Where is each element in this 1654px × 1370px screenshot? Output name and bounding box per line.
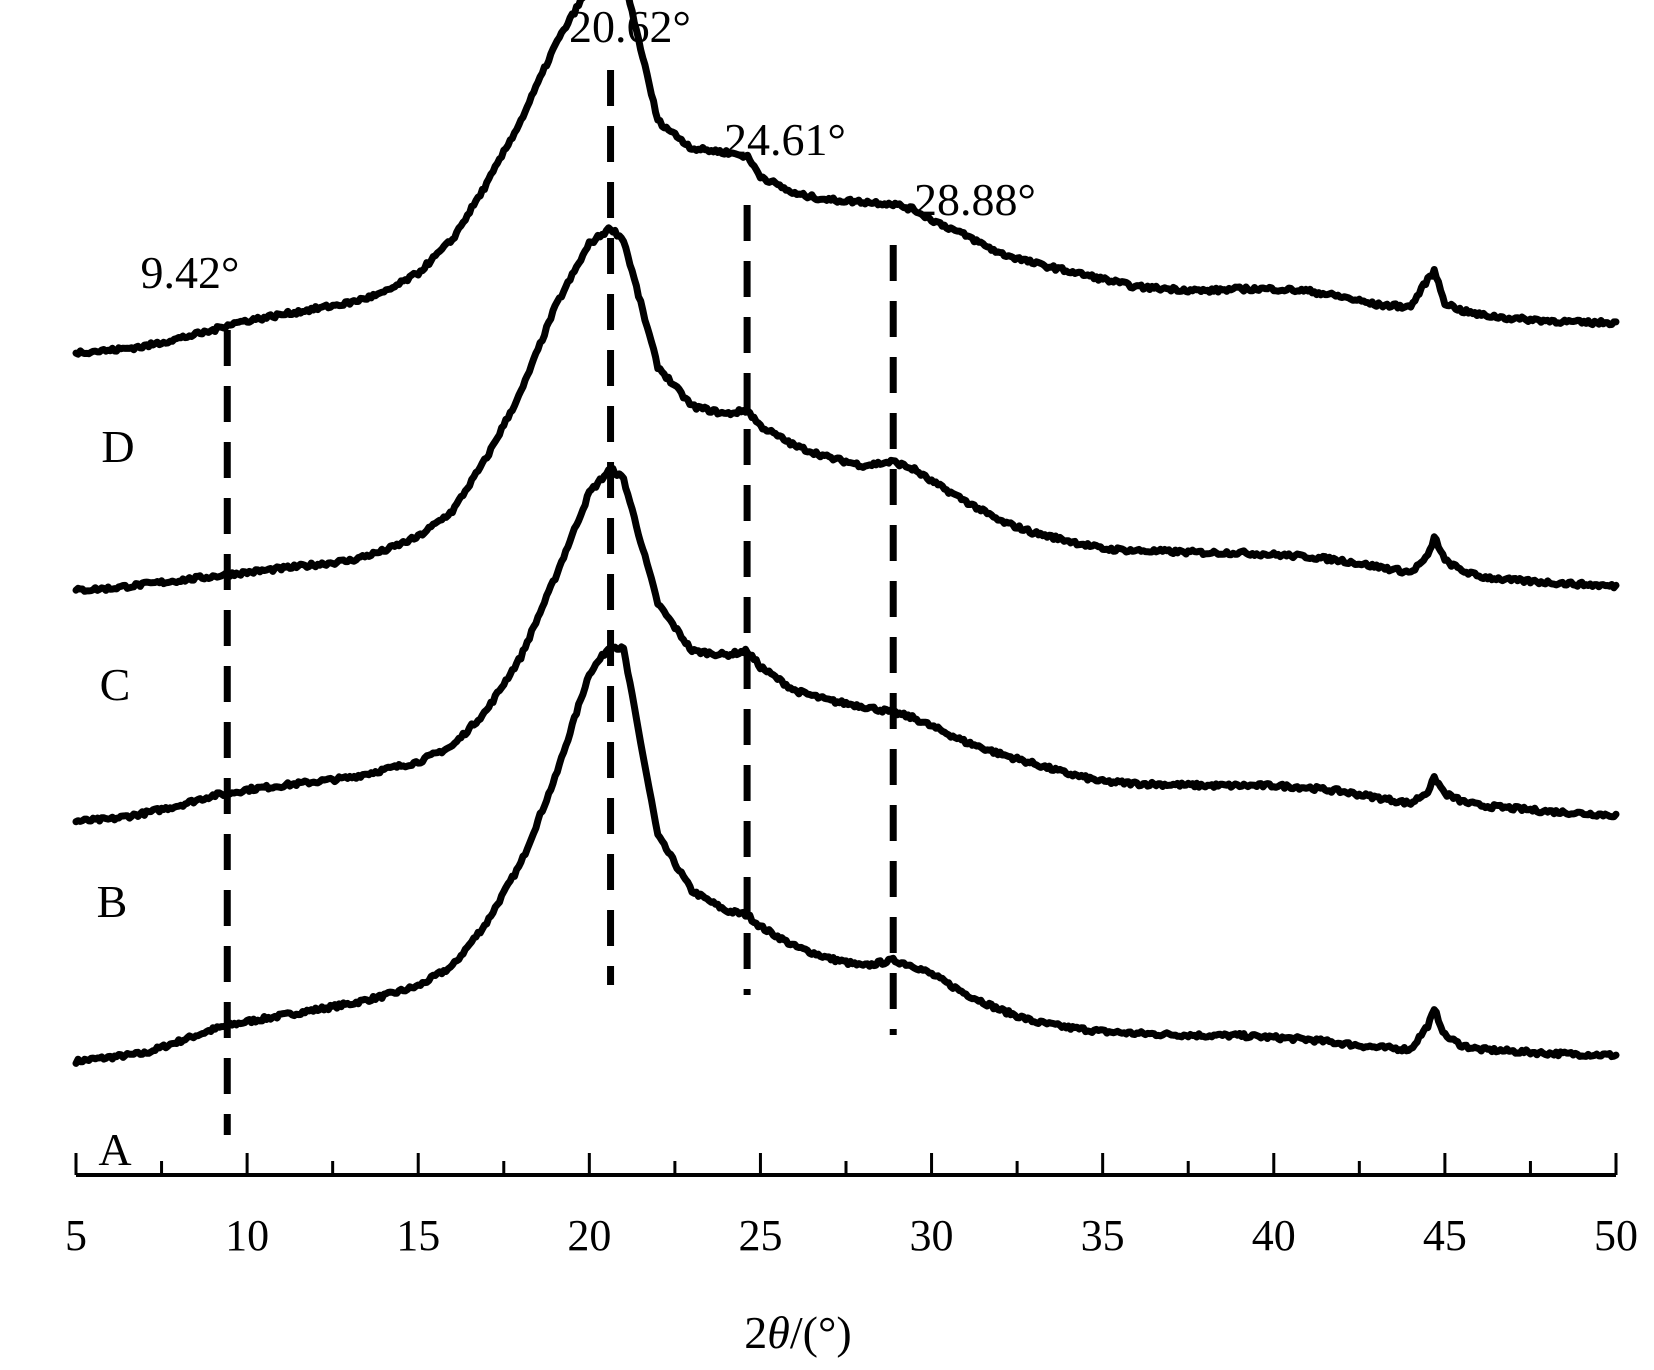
x-tick-label: 10 [225,1211,269,1260]
x-tick-label: 5 [65,1211,87,1260]
series-curves [72,0,1620,1067]
peak-label-1: 20.62° [569,1,691,52]
x-tick-label: 35 [1081,1211,1125,1260]
x-tick-label: 15 [396,1211,440,1260]
series-B-line [72,464,1620,826]
x-tick-label: 45 [1423,1211,1467,1260]
x-tick-label: 50 [1594,1211,1638,1260]
series-label-B: B [97,876,128,927]
x-axis-title-main: 2 [744,1307,767,1358]
series-label-A: A [98,1124,131,1175]
x-axis-title-unit: /(°) [790,1307,852,1358]
x-axis-title-theta: θ [767,1307,790,1358]
reference-lines [223,70,897,1135]
x-tick-label: 20 [567,1211,611,1260]
x-tick-label: 40 [1252,1211,1296,1260]
x-axis-title: 2θ/(°) [744,1307,851,1358]
peak-label-3: 28.88° [914,174,1036,225]
series-D-line [72,0,1620,358]
peak-label-0: 9.42° [141,247,240,298]
series-label-D: D [101,421,134,472]
series-label-C: C [100,659,131,710]
x-axis: 5 10 15 20 25 30 35 40 45 50 [65,1153,1638,1260]
x-tick-label: 25 [738,1211,782,1260]
series-C-line [72,224,1620,595]
labels: A B C D 9.42° 20.62° 24.61° 28.88° [97,1,1036,1175]
series-A-line [72,643,1620,1067]
x-tick-label: 30 [910,1211,954,1260]
peak-label-2: 24.61° [724,114,846,165]
